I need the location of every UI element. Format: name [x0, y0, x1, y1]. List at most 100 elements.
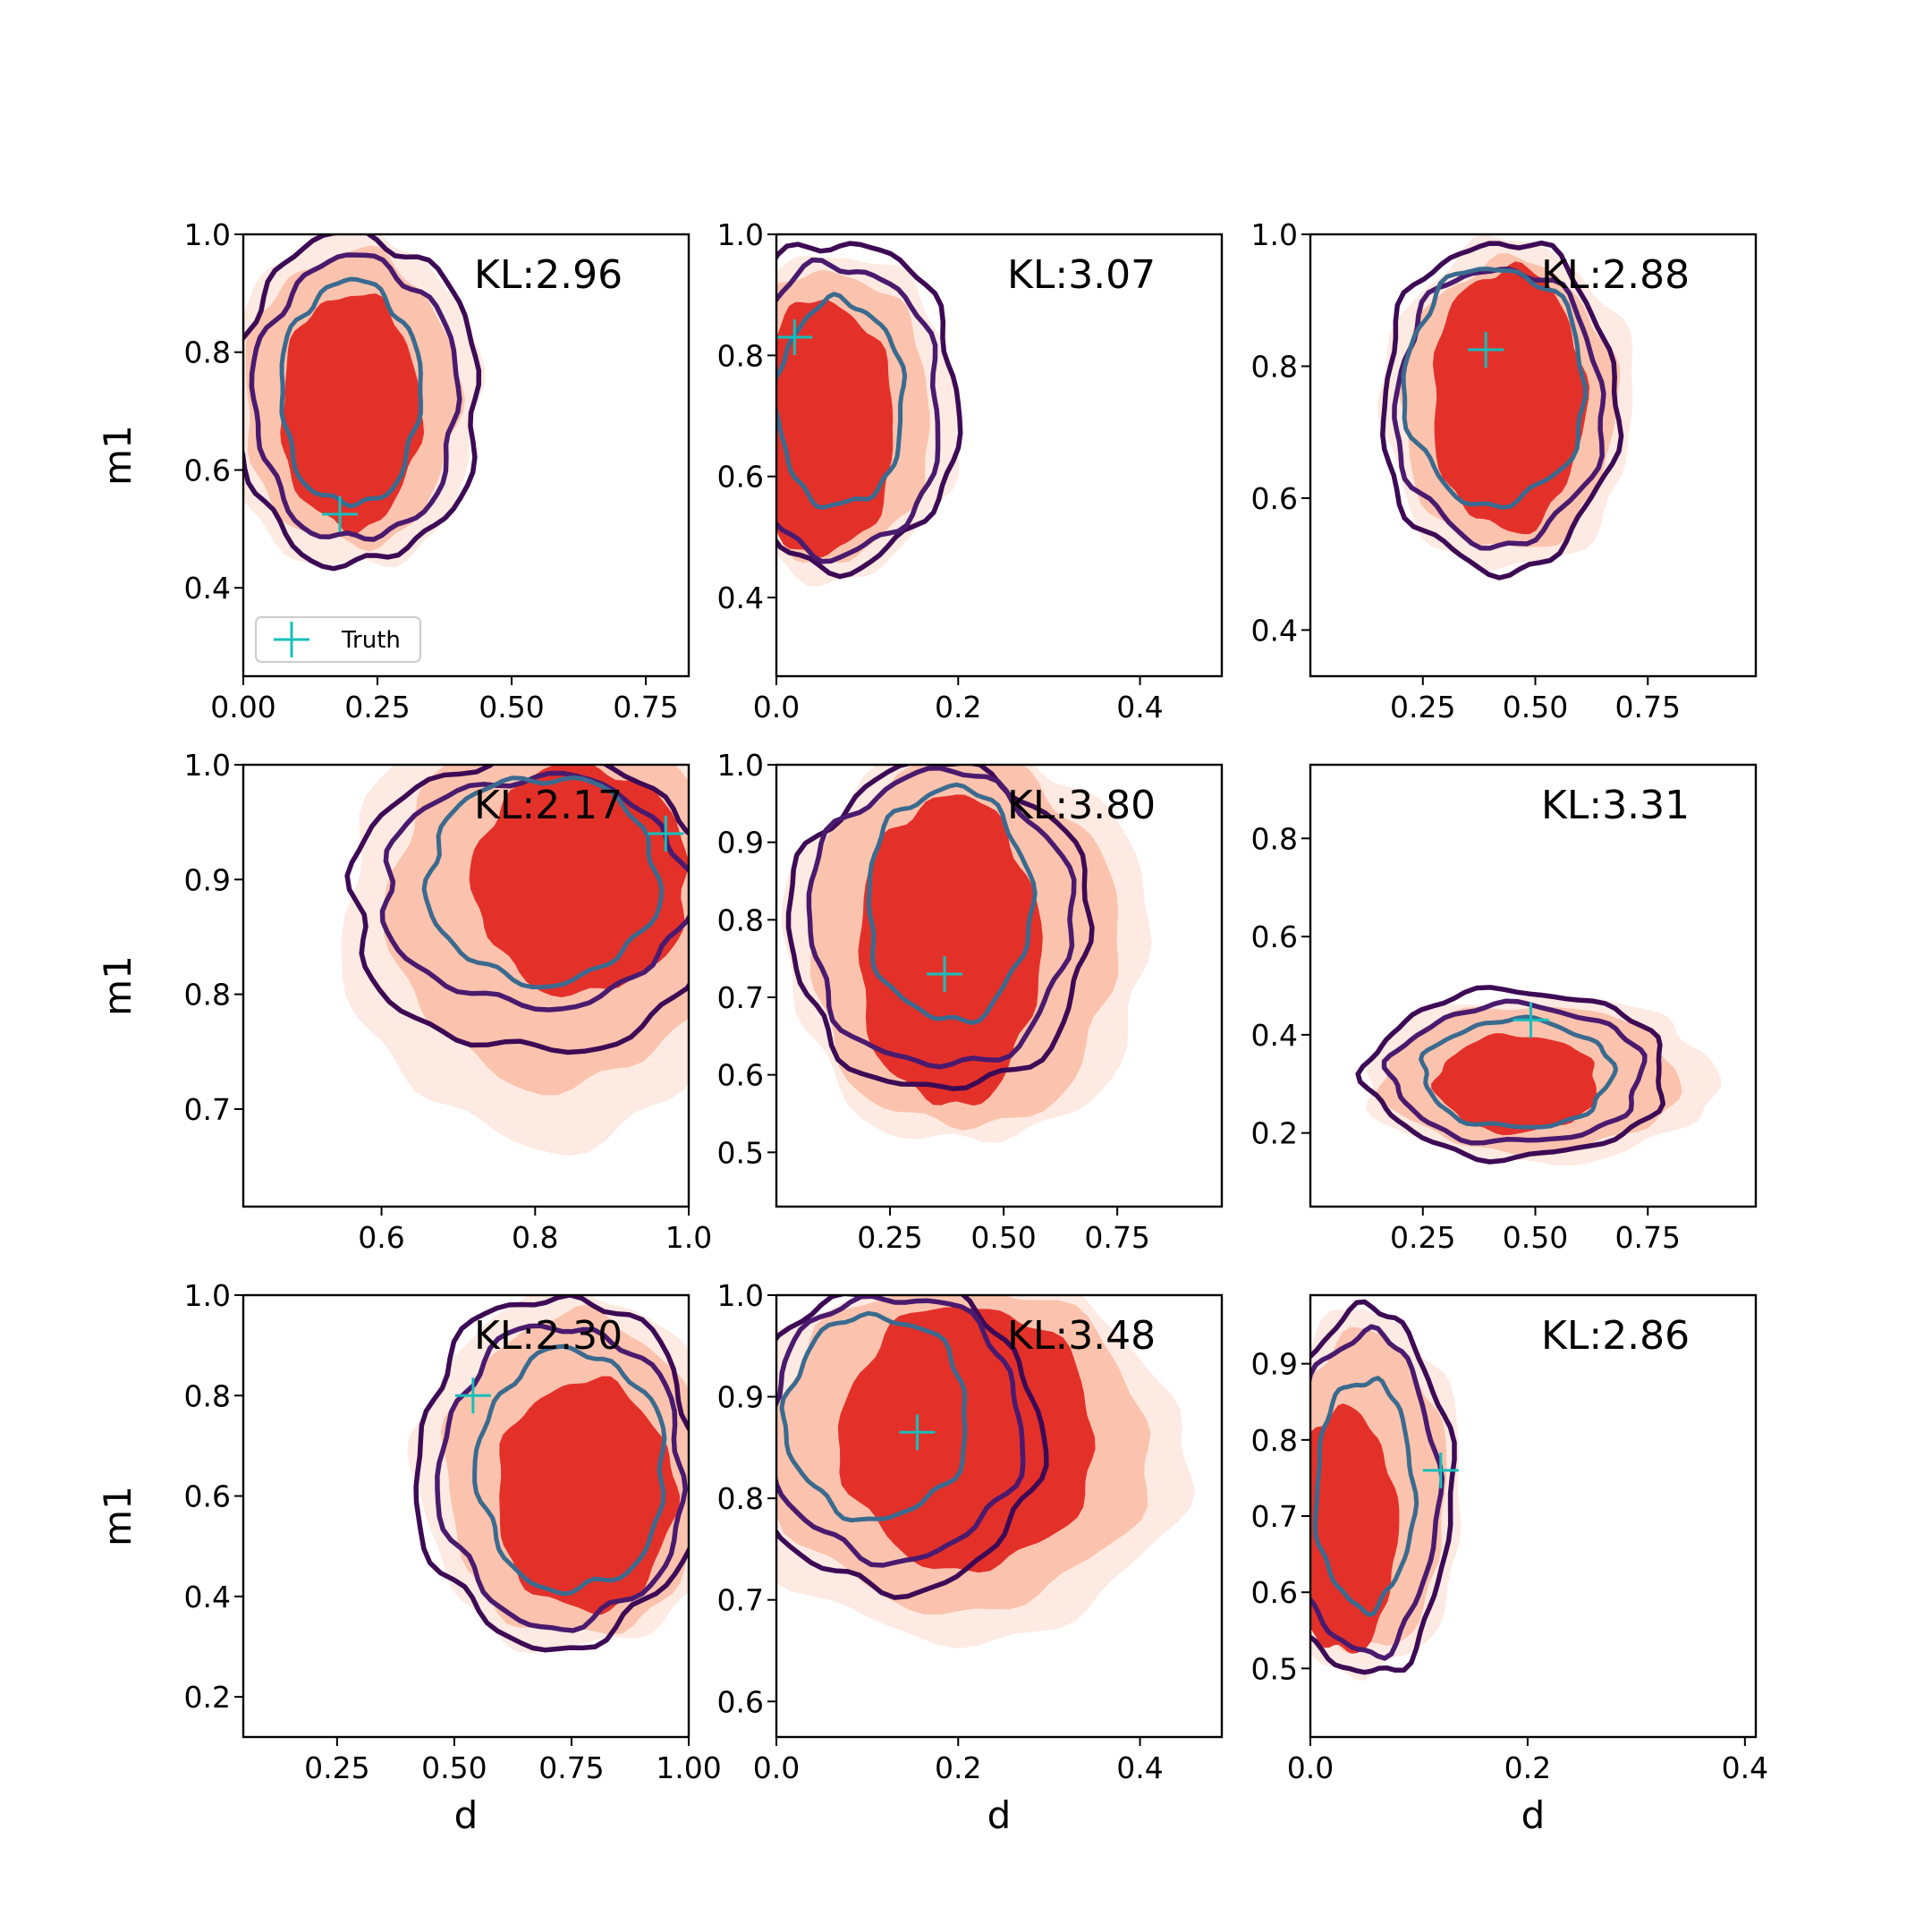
contour-line-level-3 — [866, 782, 1038, 1025]
legend-box — [255, 616, 421, 663]
plot-area — [243, 234, 486, 572]
contour-line-level-2 — [1310, 1324, 1445, 1661]
plot-area — [1377, 234, 1633, 580]
x-tick-label: 0.25 — [1390, 690, 1455, 724]
x-tick-label: 1.0 — [665, 1220, 712, 1255]
plot-area — [776, 1295, 1196, 1648]
x-tick-label: 0.00 — [210, 690, 275, 724]
filled-contour-level-3 — [1310, 1403, 1400, 1654]
axes-frame — [1309, 233, 1758, 678]
y-tick-label: 0.8 — [717, 338, 764, 373]
contour-line-level-3 — [279, 276, 423, 509]
axes-frame — [242, 233, 691, 678]
x-tick-label: 0.75 — [613, 690, 678, 724]
y-tick-label: 0.6 — [1251, 481, 1298, 516]
contour-line-level-1 — [1380, 240, 1624, 580]
kl-annotation: KL:2.17 — [474, 783, 623, 828]
y-tick-label: 0.8 — [1251, 1423, 1298, 1458]
contour-line-level-3 — [1312, 1376, 1419, 1617]
contour-line-level-3 — [421, 775, 665, 990]
y-axis-label: m1 — [96, 425, 140, 486]
x-tick-label: 0.8 — [512, 1220, 558, 1255]
x-tick-label: 0.50 — [421, 1750, 487, 1785]
y-tick-label: 0.8 — [184, 335, 231, 370]
truth-marker — [1468, 332, 1504, 369]
y-tick-label: 0.6 — [1251, 919, 1298, 954]
x-tick-label: 0.25 — [1390, 1220, 1455, 1255]
plot-area — [781, 765, 1152, 1143]
filled-contour-level-3 — [499, 1376, 681, 1615]
y-tick-label: 0.6 — [184, 453, 231, 487]
contour-line-level-1 — [344, 765, 689, 1055]
y-tick-label: 0.7 — [717, 1583, 764, 1618]
contour-line-level-2 — [435, 1323, 689, 1633]
truth-marker — [899, 1414, 936, 1451]
contour-line-level-1 — [776, 1295, 1049, 1600]
x-tick-label: 0.2 — [935, 690, 981, 724]
panel-8: 0.0 0.2 0.4 0.6 0.7 0.8 0.9 1.0 KL:3.48 d — [717, 1278, 1224, 1837]
plot-area — [776, 241, 963, 587]
x-tick-label: 0.25 — [857, 1220, 922, 1255]
y-tick-label: 0.7 — [1251, 1499, 1298, 1534]
y-tick-label: 0.4 — [1251, 1018, 1298, 1053]
axes-frame — [775, 233, 1224, 678]
x-tick-label: 0.0 — [753, 690, 800, 724]
truth-marker — [648, 815, 684, 852]
truth-marker — [322, 496, 358, 532]
x-tick-label: 0.2 — [1504, 1750, 1551, 1785]
kl-annotation: KL:3.31 — [1541, 783, 1690, 828]
panel-9: 0.0 0.2 0.4 0.5 0.6 0.7 0.8 0.9 KL:2.86 d — [1251, 1293, 1768, 1837]
axes-frame — [242, 1293, 691, 1739]
contour-line-level-1 — [1310, 1299, 1457, 1675]
y-tick-label: 0.8 — [184, 1378, 231, 1413]
y-tick-label: 0.6 — [1251, 1575, 1298, 1610]
y-tick-label: 0.6 — [184, 1479, 231, 1514]
contour-line-level-2 — [1392, 267, 1606, 551]
y-tick-label: 0.8 — [184, 978, 231, 1013]
x-tick-label: 0.50 — [479, 690, 544, 724]
contour-line-level-1 — [243, 234, 482, 572]
plot-area — [341, 765, 689, 1157]
panel-6: 0.25 0.50 0.75 0.2 0.4 0.6 0.8 KL:3.31 — [1251, 763, 1758, 1255]
plot-area — [1310, 1299, 1462, 1681]
filled-contour-level-3 — [1431, 1033, 1597, 1136]
truth-marker — [454, 1377, 491, 1414]
x-tick-label: 0.50 — [1503, 1220, 1568, 1255]
kl-annotation: KL:3.48 — [1007, 1313, 1156, 1359]
x-tick-label: 0.75 — [1084, 1220, 1149, 1255]
y-tick-label: 0.7 — [184, 1092, 231, 1127]
legend: Truth — [255, 616, 421, 663]
plot-area — [1355, 985, 1722, 1166]
panel-5: 0.25 0.50 0.75 0.5 0.6 0.7 0.8 0.9 1.0 KL:3.80 — [717, 748, 1224, 1255]
y-tick-label: 0.6 — [717, 1058, 764, 1093]
y-tick-label: 1.0 — [184, 748, 231, 783]
contour-line-level-2 — [806, 765, 1077, 1070]
legend-marker — [274, 622, 309, 657]
legend-label: Truth — [341, 627, 401, 654]
x-axis-label: d — [1521, 1793, 1546, 1837]
x-tick-label: 0.75 — [1615, 1220, 1681, 1255]
kl-annotation: KL:2.30 — [474, 1313, 623, 1359]
axes-frame — [775, 763, 1224, 1208]
y-tick-label: 0.2 — [1251, 1116, 1298, 1151]
axes-frame — [775, 1293, 1224, 1739]
y-tick-label: 1.0 — [717, 1278, 764, 1313]
x-tick-label: 0.0 — [753, 1750, 800, 1785]
axes-frame — [242, 763, 691, 1208]
contour-line-level-2 — [379, 770, 689, 1013]
y-tick-label: 0.9 — [1251, 1347, 1298, 1382]
kl-annotation: KL:3.80 — [1007, 783, 1156, 828]
y-tick-label: 1.0 — [184, 217, 231, 252]
y-tick-label: 0.5 — [717, 1135, 764, 1170]
x-tick-label: 1.00 — [656, 1750, 721, 1785]
x-tick-label: 0.4 — [1722, 1750, 1768, 1785]
truth-marker — [776, 319, 813, 356]
panel-grid: 0.00 0.25 0.50 0.75 0.4 0.6 0.8 1.0 KL:2.96 m1 Tru… — [96, 217, 1768, 1837]
y-tick-label: 0.9 — [184, 862, 231, 897]
y-axis-label: m1 — [96, 955, 140, 1016]
x-tick-label: 0.4 — [1116, 1750, 1163, 1785]
contour-line-level-2 — [776, 257, 941, 564]
contour-line-level-2 — [1381, 998, 1648, 1146]
y-tick-label: 0.2 — [184, 1680, 231, 1715]
